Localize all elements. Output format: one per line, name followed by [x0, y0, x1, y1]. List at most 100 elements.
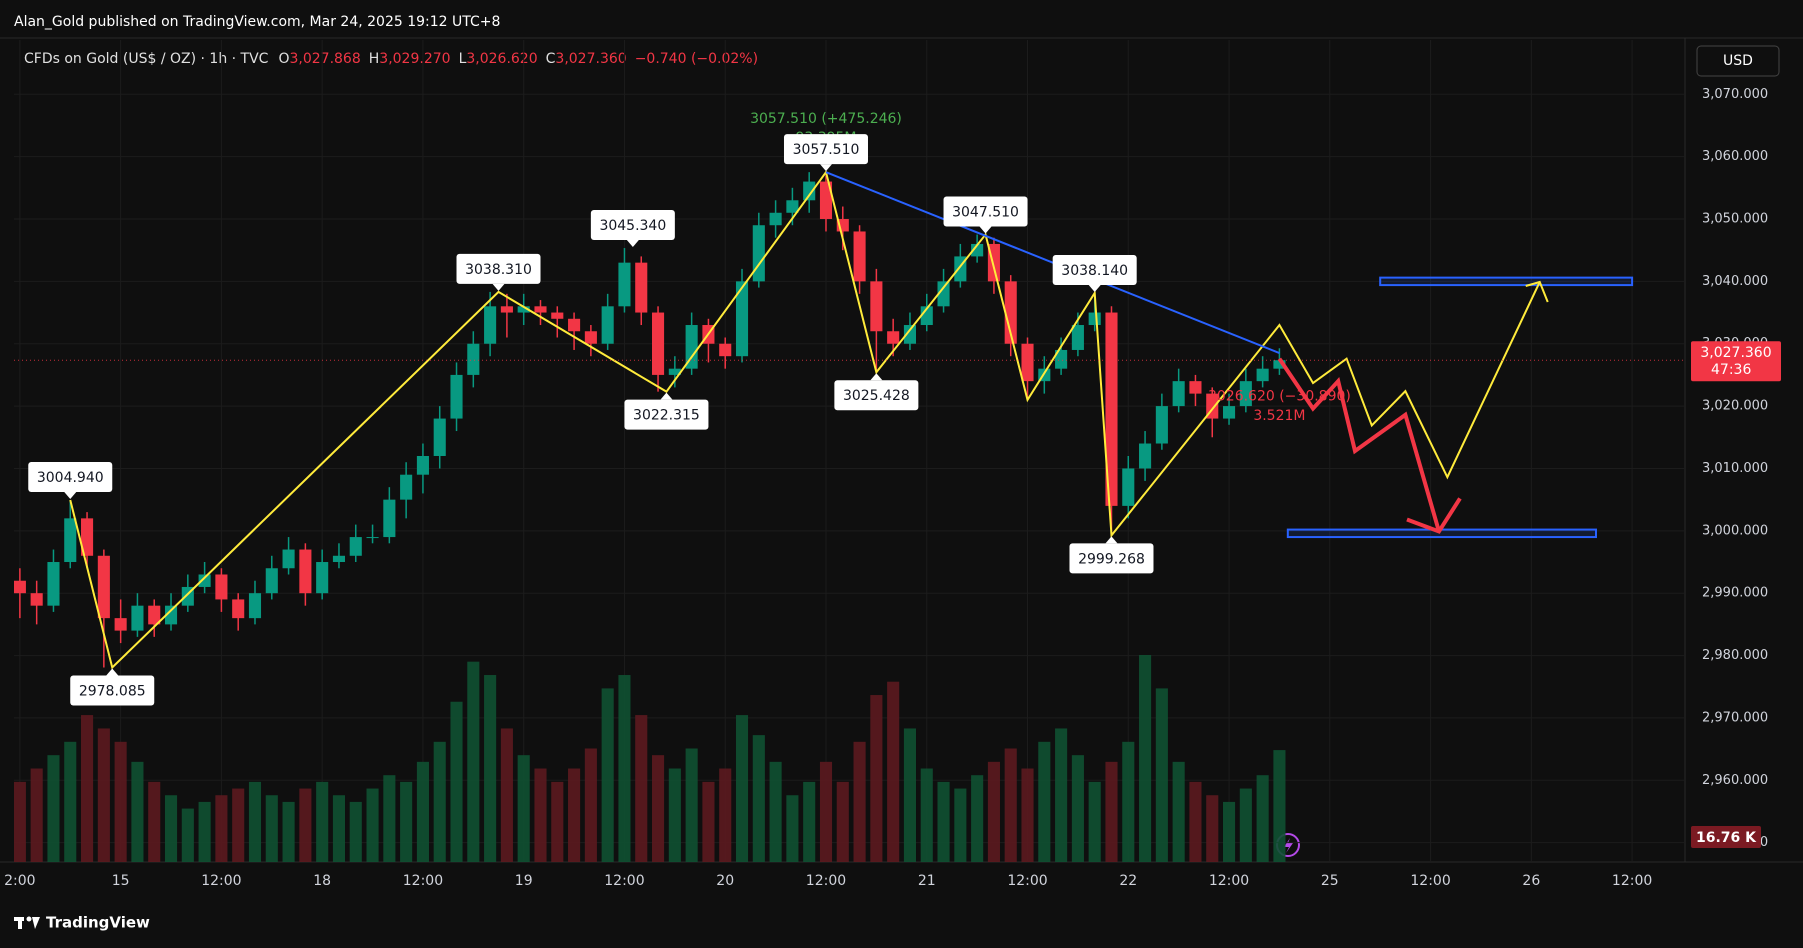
volume-bar	[786, 795, 799, 862]
pivot-label: 3004.940	[37, 470, 104, 486]
candle-body	[618, 262, 631, 307]
ohlc-key: C	[546, 51, 556, 67]
x-tick-label: 19	[515, 873, 533, 889]
candle-body	[299, 549, 312, 594]
x-tick-label: 12:00	[403, 873, 443, 889]
line-1	[1277, 357, 1441, 533]
pivot-box	[1069, 543, 1154, 574]
candle-body	[215, 574, 228, 600]
y-tick-label: 3,010.000	[1702, 461, 1768, 476]
currency[interactable]: USD	[1723, 53, 1753, 69]
price-tag	[1691, 341, 1781, 382]
candle-body	[484, 306, 497, 344]
ohlc-value: 3,029.270	[379, 51, 450, 67]
volume-bar	[47, 755, 60, 862]
candle-body	[433, 418, 446, 456]
volume-bar	[1139, 655, 1152, 862]
y-tick-label: 2,990.000	[1702, 586, 1768, 601]
volume-bar	[568, 768, 581, 862]
candle-body	[1172, 381, 1185, 407]
y-tick-label: 2,970.000	[1702, 710, 1768, 725]
pivot-pointer	[1088, 284, 1101, 292]
candle-body	[1239, 381, 1252, 407]
candle-body	[1155, 406, 1168, 444]
volume-bar	[332, 795, 346, 862]
volume-bar	[534, 768, 547, 862]
pivot-pointer	[979, 226, 992, 234]
candle-body	[769, 212, 782, 226]
volume-bar	[735, 715, 749, 862]
volume-bar	[887, 681, 900, 862]
volume-bar	[1239, 788, 1252, 862]
volume-bar	[433, 741, 446, 862]
volume-bar	[1038, 741, 1051, 862]
volume-bar	[148, 781, 161, 862]
candle-body	[81, 518, 94, 556]
volume-bar	[1122, 741, 1135, 862]
x-tick-label: 25	[1321, 873, 1339, 889]
candle-body	[164, 605, 178, 625]
candle-body	[282, 549, 295, 569]
zone	[1379, 276, 1634, 287]
candle-body	[568, 318, 581, 332]
candle-body	[265, 568, 278, 594]
y-tick-label: 3,040.000	[1702, 274, 1768, 289]
volume-bar	[652, 755, 665, 862]
volume-bar	[769, 761, 782, 862]
brand-logo	[14, 916, 40, 929]
volume-bar	[467, 661, 480, 862]
volume-bar	[1256, 775, 1269, 862]
candle-body	[114, 618, 127, 631]
candle-body	[97, 555, 110, 619]
candle-body	[584, 331, 597, 344]
volume-bar	[316, 781, 329, 862]
countdown: 47:36	[1711, 362, 1751, 378]
brand: TradingView	[46, 914, 150, 932]
pivot-label: 3022.315	[633, 408, 700, 424]
y-tick-label: 3,000.000	[1702, 523, 1768, 538]
volume-bar	[903, 728, 917, 862]
pivot-box	[834, 380, 919, 411]
y-tick-label: 3,020.000	[1702, 399, 1768, 414]
candle-body	[131, 605, 144, 631]
candle-body	[30, 593, 43, 606]
symbol-line: CFDs on Gold (US$ / OZ) · 1h · TVC O3,027…	[24, 51, 758, 67]
candle-body	[47, 562, 60, 606]
volume-bar	[14, 781, 26, 862]
x-tick-label: 12:00	[806, 873, 846, 889]
volume-bar	[1105, 761, 1118, 862]
candle-body	[332, 555, 346, 563]
volume-tag	[1691, 826, 1761, 848]
pivot-pointer	[870, 373, 883, 381]
y-tick-label: 3,070.000	[1702, 87, 1768, 102]
currency-box[interactable]	[1696, 45, 1780, 77]
x-tick-label: 21	[918, 873, 936, 889]
y-tick-label: 2,980.000	[1702, 648, 1768, 663]
x-tick-label: 12:00	[604, 873, 644, 889]
pivot-label: 3047.510	[952, 205, 1019, 221]
volume-bar	[349, 801, 362, 862]
candle-body	[1004, 281, 1017, 344]
candle-body	[1273, 360, 1286, 369]
candle-body	[1256, 368, 1269, 382]
pivot-box	[70, 675, 155, 706]
candle-body	[1222, 406, 1236, 419]
x-tick-label: 15	[112, 873, 130, 889]
pivot-box	[943, 196, 1028, 227]
volume-bar	[366, 788, 379, 862]
pivot-pointer	[660, 392, 673, 400]
volume-bar	[1273, 750, 1286, 862]
candle-body	[400, 474, 413, 500]
candle-body	[853, 231, 866, 282]
candle-body	[635, 262, 648, 313]
volume-bar	[1172, 761, 1185, 862]
candle-body	[349, 537, 362, 556]
volume-bar	[920, 768, 933, 862]
pivot-pointer	[1105, 536, 1118, 544]
x-tick-label: 12:00	[1007, 873, 1047, 889]
volume-bar	[719, 768, 732, 862]
pivot-label: 3025.428	[843, 388, 910, 404]
ohlc-key: H	[369, 51, 380, 67]
volume-bar	[400, 781, 413, 862]
